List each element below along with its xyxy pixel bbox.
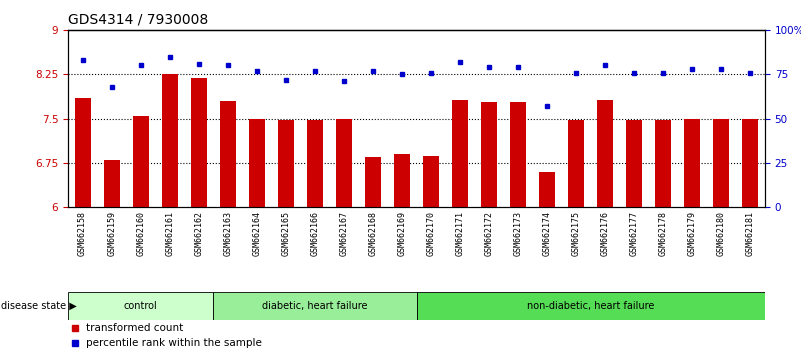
Bar: [655, 120, 671, 207]
Bar: [365, 157, 381, 207]
Bar: [191, 79, 207, 207]
Text: GSM662177: GSM662177: [630, 211, 638, 256]
Bar: [133, 116, 149, 207]
Text: control: control: [124, 301, 158, 311]
Bar: [103, 160, 119, 207]
Bar: [684, 119, 700, 207]
Text: GSM662161: GSM662161: [165, 211, 174, 256]
Bar: [626, 120, 642, 207]
Bar: [307, 120, 323, 207]
Bar: [213, 292, 417, 320]
Text: GSM662171: GSM662171: [456, 211, 465, 256]
Text: GSM662176: GSM662176: [601, 211, 610, 256]
Bar: [219, 101, 235, 207]
Text: GSM662173: GSM662173: [513, 211, 522, 256]
Bar: [539, 172, 555, 207]
Bar: [278, 120, 294, 207]
Bar: [510, 102, 526, 207]
Text: GSM662166: GSM662166: [311, 211, 320, 256]
Text: GSM662179: GSM662179: [688, 211, 697, 256]
Text: non-diabetic, heart failure: non-diabetic, heart failure: [527, 301, 654, 311]
Text: GSM662159: GSM662159: [107, 211, 116, 256]
Text: GSM662168: GSM662168: [368, 211, 377, 256]
Bar: [74, 98, 91, 207]
Bar: [743, 119, 759, 207]
Text: GSM662180: GSM662180: [717, 211, 726, 256]
Text: GSM662163: GSM662163: [223, 211, 232, 256]
Bar: [423, 156, 439, 207]
Bar: [481, 102, 497, 207]
Text: GDS4314 / 7930008: GDS4314 / 7930008: [68, 12, 208, 27]
Text: diabetic, heart failure: diabetic, heart failure: [262, 301, 368, 311]
Bar: [452, 100, 468, 207]
Bar: [598, 100, 614, 207]
Text: GSM662181: GSM662181: [746, 211, 755, 256]
Text: percentile rank within the sample: percentile rank within the sample: [86, 338, 261, 348]
Bar: [336, 119, 352, 207]
Bar: [162, 74, 178, 207]
Bar: [417, 292, 765, 320]
Text: GSM662172: GSM662172: [485, 211, 493, 256]
Text: disease state ▶: disease state ▶: [1, 301, 77, 311]
Bar: [394, 154, 410, 207]
Bar: [68, 292, 213, 320]
Bar: [249, 119, 265, 207]
Bar: [568, 120, 584, 207]
Text: GSM662174: GSM662174: [543, 211, 552, 256]
Text: transformed count: transformed count: [86, 323, 183, 333]
Text: GSM662158: GSM662158: [78, 211, 87, 256]
Text: GSM662175: GSM662175: [572, 211, 581, 256]
Text: GSM662169: GSM662169: [397, 211, 406, 256]
Text: GSM662167: GSM662167: [340, 211, 348, 256]
Text: GSM662164: GSM662164: [252, 211, 261, 256]
Text: GSM662162: GSM662162: [195, 211, 203, 256]
Text: GSM662165: GSM662165: [281, 211, 290, 256]
Bar: [714, 119, 730, 207]
Text: GSM662160: GSM662160: [136, 211, 145, 256]
Text: GSM662178: GSM662178: [659, 211, 668, 256]
Text: GSM662170: GSM662170: [427, 211, 436, 256]
